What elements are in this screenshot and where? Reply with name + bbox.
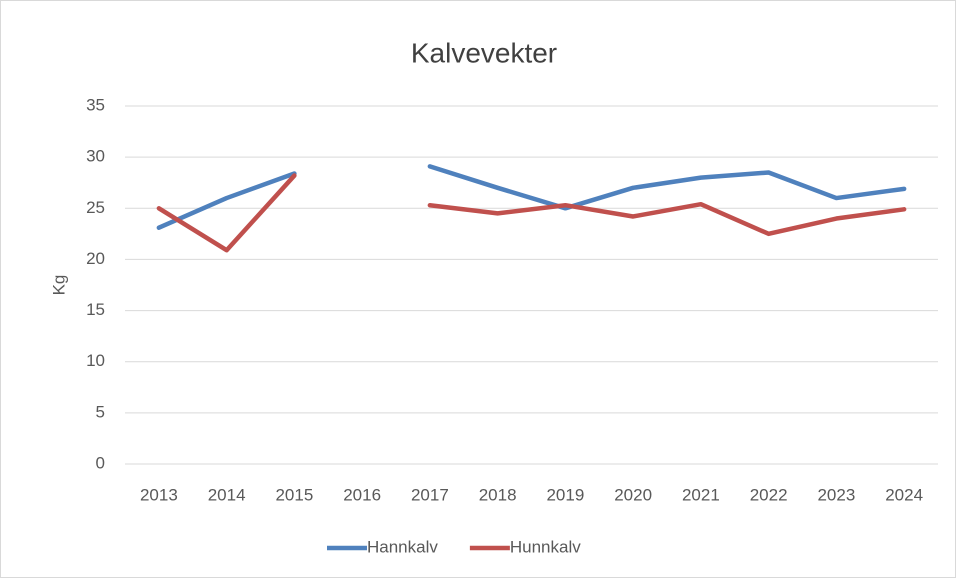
- x-tick-label: 2024: [885, 485, 923, 504]
- y-axis-label: Kg: [49, 275, 68, 296]
- y-tick-label: 25: [86, 198, 105, 217]
- x-tick-label: 2022: [750, 485, 788, 504]
- x-tick-label: 2019: [546, 485, 584, 504]
- series-line: [156, 164, 907, 230]
- series-line: [156, 173, 907, 253]
- y-tick-label: 10: [86, 351, 105, 370]
- y-tick-label: 0: [96, 453, 105, 472]
- x-tick-label: 2018: [479, 485, 517, 504]
- y-tick-label: 30: [86, 147, 105, 166]
- x-tick-label: 2017: [411, 485, 449, 504]
- y-tick-label: 20: [86, 249, 105, 268]
- x-tick-label: 2021: [682, 485, 720, 504]
- y-tick-label: 5: [96, 402, 105, 421]
- legend-label: Hannkalv: [367, 537, 438, 556]
- x-tick-label: 2015: [275, 485, 313, 504]
- y-tick-label: 15: [86, 300, 105, 319]
- x-tick-label: 2013: [140, 485, 178, 504]
- x-tick-label: 2020: [614, 485, 652, 504]
- chart-title: Kalvevekter: [411, 37, 557, 68]
- y-tick-label: 35: [86, 95, 105, 114]
- legend-label: Hunnkalv: [510, 537, 581, 556]
- x-tick-label: 2023: [817, 485, 855, 504]
- x-tick-label: 2014: [208, 485, 246, 504]
- x-tick-label: 2016: [343, 485, 381, 504]
